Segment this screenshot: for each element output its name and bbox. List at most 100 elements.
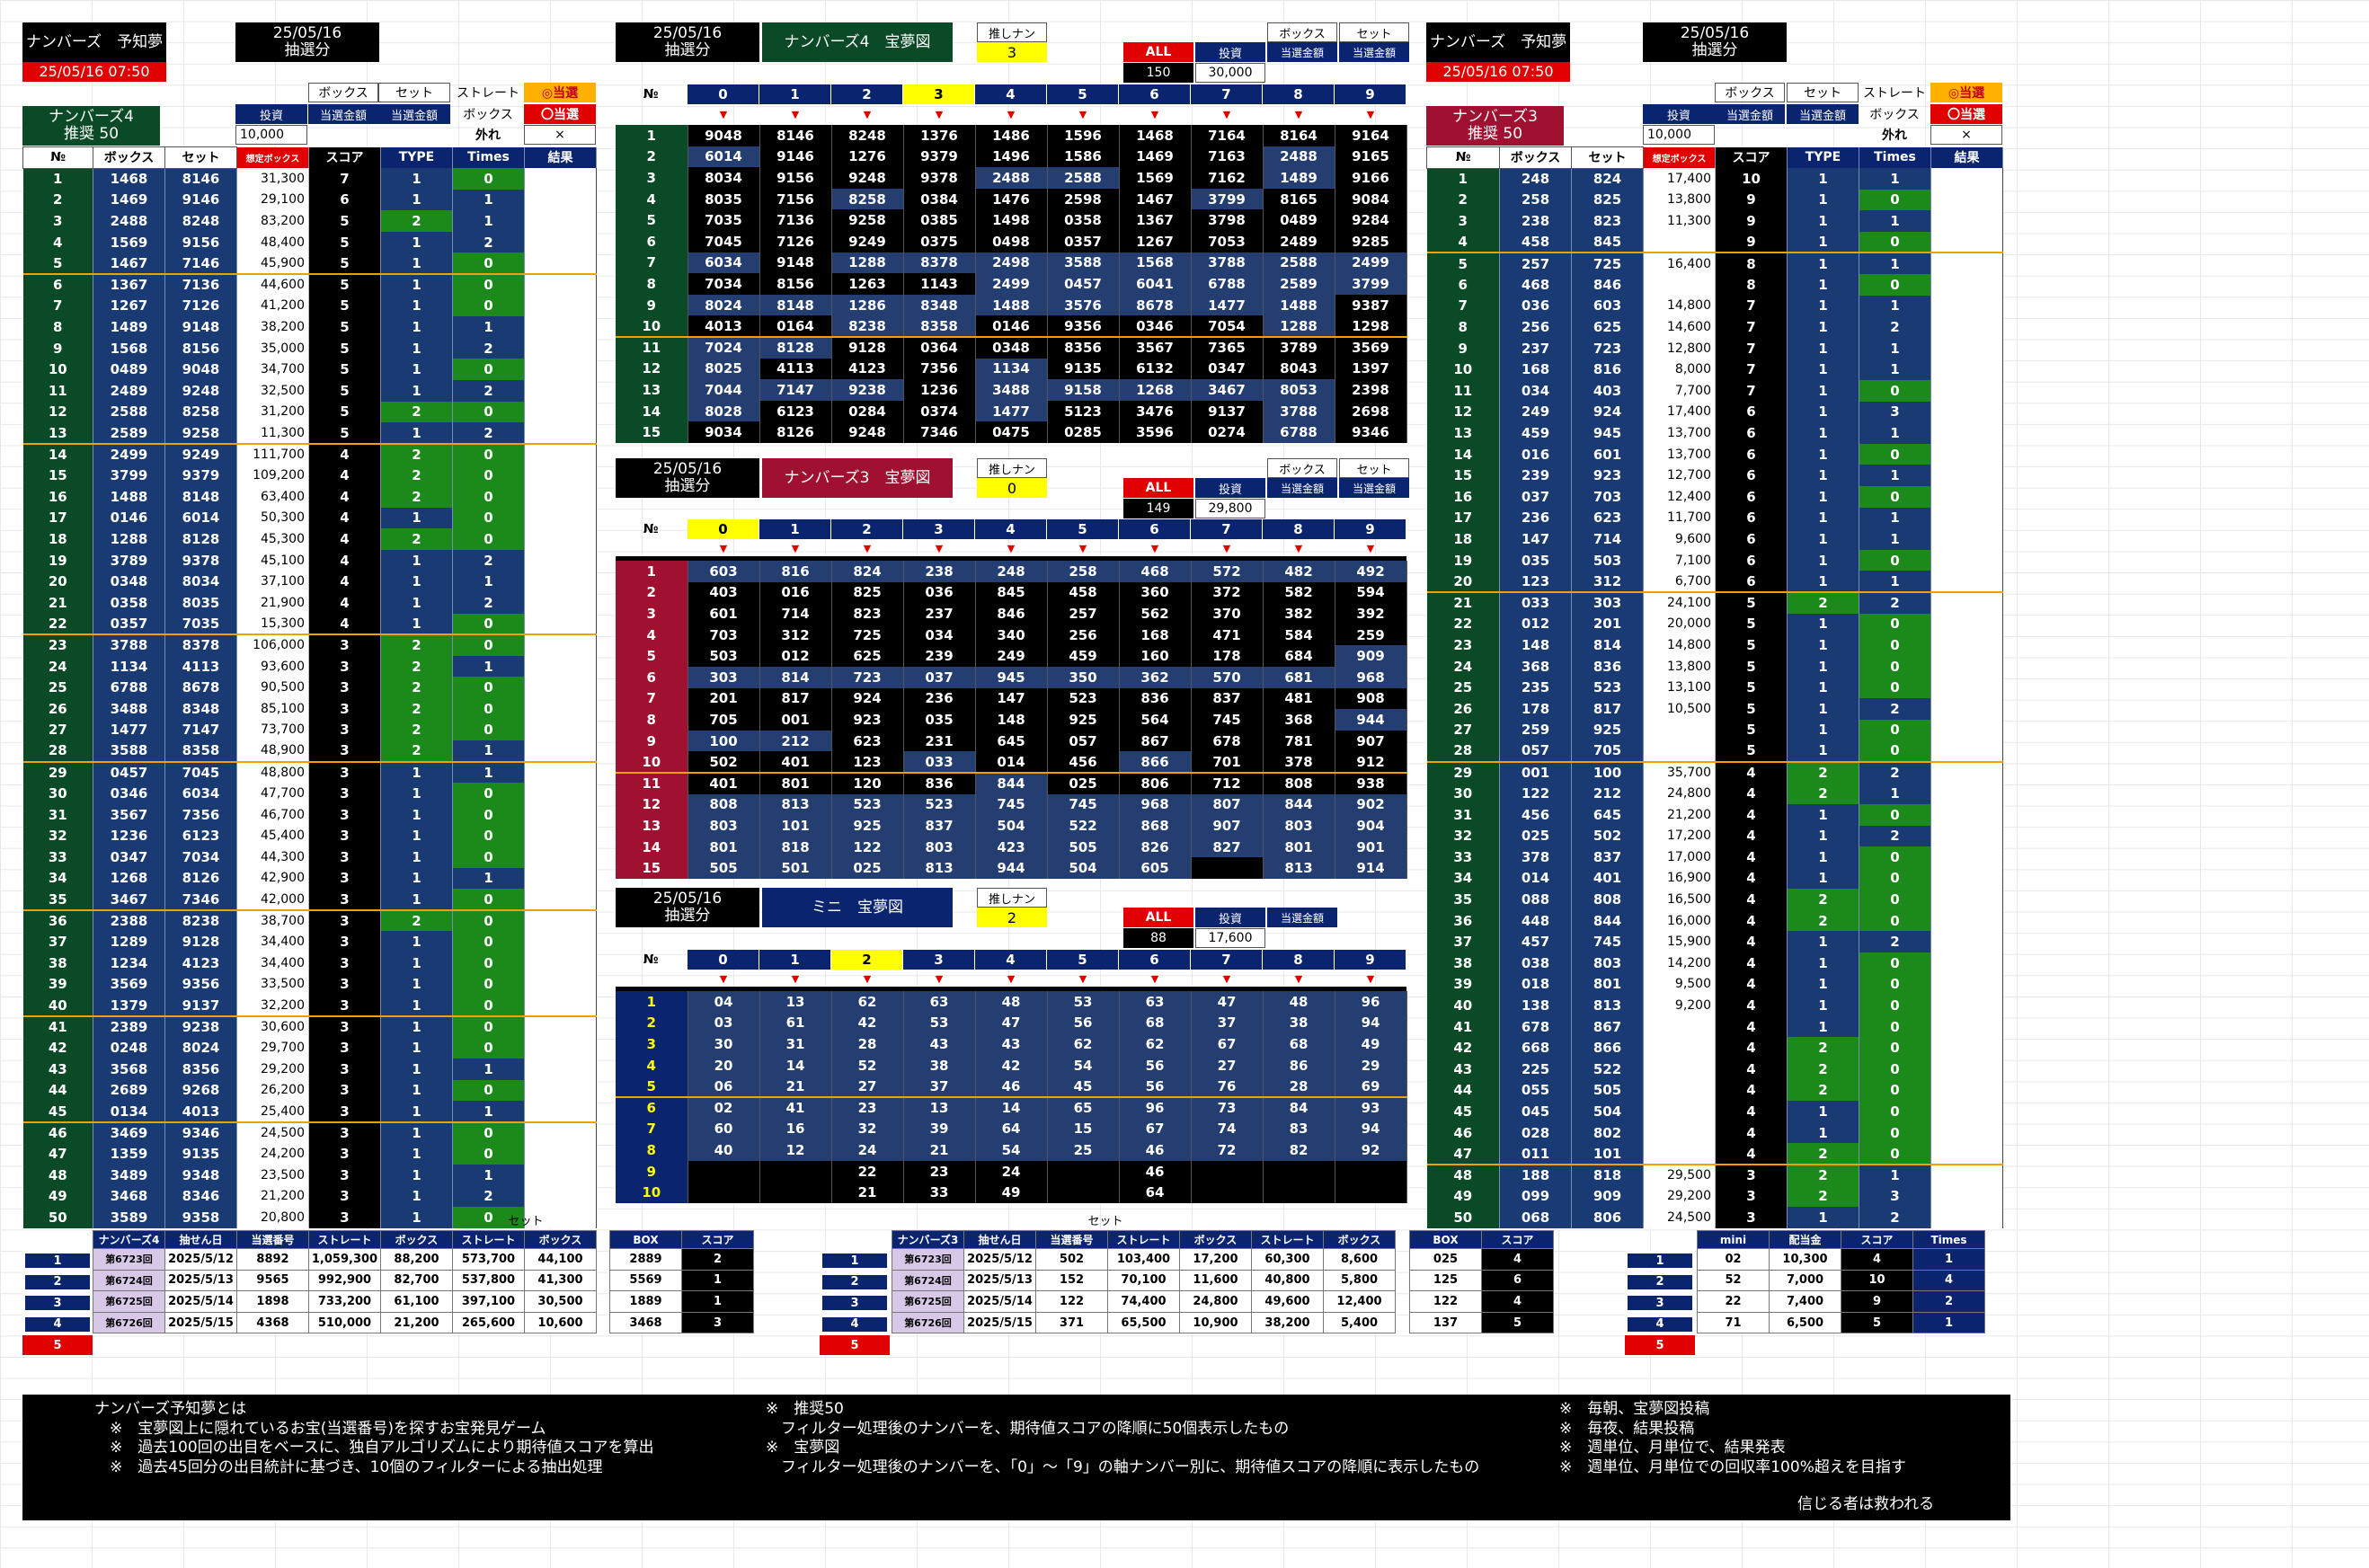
set-number: 806: [1571, 1207, 1644, 1228]
map-cell: 64: [975, 1118, 1048, 1140]
times: 1: [1859, 571, 1931, 593]
times: 1: [1859, 528, 1931, 550]
est-box-amount: 38,700: [236, 909, 309, 932]
rec-row: 25 235 523 13,100 5 1 0: [1426, 677, 2003, 698]
map-cell: 6788: [1191, 273, 1264, 295]
n3-draw: 抽選分: [664, 477, 711, 495]
bottom.n4-cell: 4368: [236, 1311, 309, 1334]
row-no: 16: [22, 486, 93, 508]
bottom.n3-cell: 第6725回: [892, 1290, 964, 1313]
score: 3: [308, 655, 381, 678]
set-number: 8035: [164, 591, 237, 614]
set-number: 523: [1571, 677, 1644, 698]
col-digit-6: 6: [1119, 950, 1191, 970]
times: 0: [452, 803, 525, 826]
row-no: 13: [1426, 422, 1500, 444]
times: 2: [452, 422, 525, 445]
bottom-index: 4: [22, 1314, 93, 1334]
map-cell: 122: [831, 836, 904, 858]
map-cell: 46: [1119, 1160, 1192, 1183]
est-box-amount: 12,800: [1643, 337, 1716, 359]
box-number: 168: [1499, 359, 1572, 381]
map-cell: 54: [975, 1139, 1048, 1161]
result: [1930, 634, 2003, 656]
type: 2: [1787, 889, 1859, 910]
box-number: 1268: [93, 867, 165, 890]
r-col-type: TYPE: [1787, 146, 1859, 169]
rec-row: 14 2499 9249 111,700 4 2 0: [22, 443, 597, 465]
map-cell: 9158: [1047, 379, 1120, 401]
n4-all: ALL: [1123, 42, 1193, 62]
map-cell: 9156: [759, 167, 832, 189]
map-cell: 968: [1119, 793, 1192, 816]
row-no: 35: [1426, 889, 1500, 910]
map-row: 8 7034 8156 1263 1143 2499 0457 6041 6788 2589 379…: [616, 273, 1407, 295]
result: [524, 952, 597, 974]
result: [524, 401, 597, 423]
times: 0: [1859, 952, 1931, 974]
rec-row: 16 1488 8148 63,400 4 2 0: [22, 486, 597, 508]
bottom-index: 1: [1625, 1251, 1695, 1271]
bottom.n3-cell: 24,800: [1179, 1290, 1252, 1313]
set-number: 9048: [164, 359, 237, 381]
map-cell: 14: [975, 1096, 1048, 1119]
map-cell: 801: [688, 836, 760, 858]
box-number: 1489: [93, 316, 165, 338]
down-arrow-icon: ▼: [863, 542, 872, 554]
result: [524, 465, 597, 486]
box-number: 147: [1499, 528, 1572, 550]
map-cell: 74: [1191, 1118, 1264, 1140]
type: 1: [1787, 274, 1859, 296]
footer-about: ナンバーズ予知夢とは ※ 宝夢図上に隠れているお宝(当選番号)を探すお宝発見ゲー…: [94, 1400, 654, 1476]
score: 4: [308, 486, 381, 508]
box-number: 188: [1499, 1165, 1572, 1186]
bottom.n4-cell: 10,600: [524, 1311, 597, 1334]
map-cell: 9137: [1191, 400, 1264, 422]
rec-row: 42 0248 8024 29,700 3 1 0: [22, 1037, 597, 1059]
set-number: 8146: [164, 168, 237, 190]
row-no: 43: [22, 1059, 93, 1080]
set-number: 9358: [164, 1207, 237, 1228]
map-cell: 46: [975, 1076, 1048, 1098]
times: 0: [1859, 486, 1931, 508]
n3-invest-value: 29,800: [1195, 499, 1265, 518]
map-row-no: 6: [616, 230, 688, 252]
col-result: 結果: [524, 146, 597, 169]
map-cell: 1298: [1335, 315, 1407, 338]
times: 2: [1859, 1207, 1931, 1228]
set-number: 9128: [164, 931, 237, 953]
col-digit-0: 0: [688, 519, 759, 539]
map-cell: 8258: [831, 188, 904, 210]
map-cell: 27: [1191, 1054, 1264, 1076]
map-cell: 47: [975, 1012, 1048, 1034]
rec-row: 17 0146 6014 50,300 4 1 0: [22, 507, 597, 529]
map-cell: 807: [1191, 793, 1264, 816]
down-arrow-icon: ▼: [1078, 542, 1087, 554]
bottom.n3-cell: 371: [1035, 1311, 1108, 1334]
box-number: 012: [1499, 613, 1572, 635]
map-cell: 2589: [1263, 273, 1335, 295]
type: 1: [1787, 867, 1859, 890]
mini-date: 25/05/16: [652, 890, 723, 908]
bottom.n3box-cell: 125: [1409, 1269, 1482, 1292]
times: 1: [1859, 252, 1931, 275]
set-number: 8034: [164, 571, 237, 592]
est-box-amount: 30,600: [236, 1015, 309, 1038]
box-number: 256: [1499, 316, 1572, 338]
result: [524, 1101, 597, 1123]
type: 1: [380, 422, 453, 445]
map-cell: 3588: [1047, 252, 1120, 274]
result: [1930, 571, 2003, 593]
type: 1: [380, 889, 453, 911]
rec-row: 6 1367 7136 44,600 5 1 0: [22, 274, 597, 296]
map-cell: 7045: [688, 230, 760, 252]
rec-row: 15 239 923 12,700 6 1 1: [1426, 465, 2003, 486]
down-arrow-icon: ▼: [1078, 972, 1087, 985]
bottom.n4-head: ボックス: [524, 1230, 597, 1249]
result: [524, 1037, 597, 1059]
map-cell: 62: [831, 991, 904, 1013]
set-number: 8238: [164, 909, 237, 932]
map-cell: 504: [975, 815, 1048, 837]
map-cell: 945: [975, 666, 1048, 688]
left-boxw-label: ボックス: [463, 108, 513, 122]
